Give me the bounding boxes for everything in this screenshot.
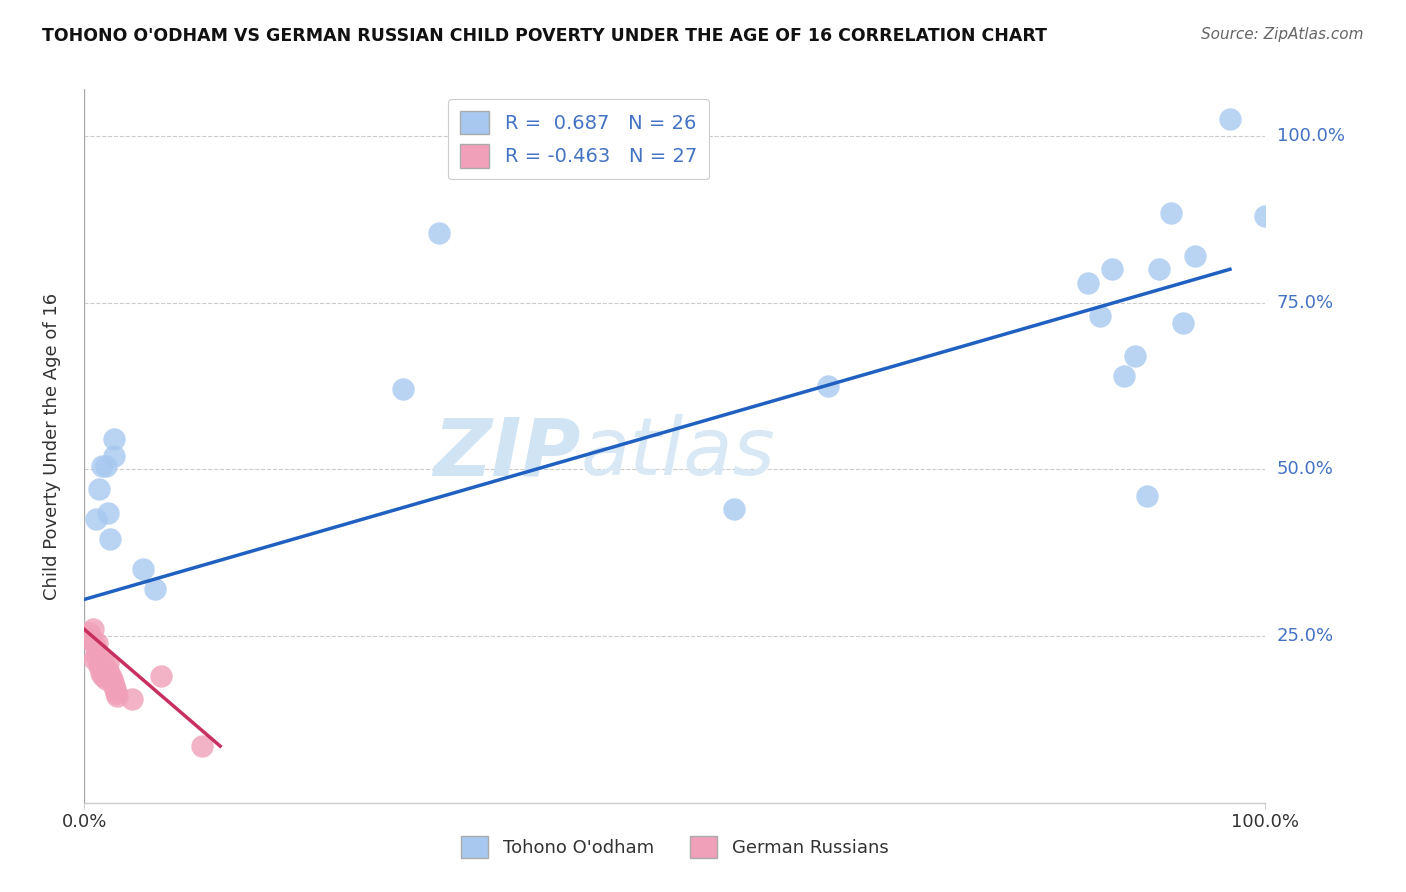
Point: [90, 665, 112, 680]
Point: [1147, 262, 1170, 277]
Text: atlas: atlas: [581, 414, 775, 492]
Point: [143, 582, 166, 597]
Point: [1136, 489, 1159, 503]
Point: [105, 686, 128, 700]
Point: [86, 636, 108, 650]
Point: [97, 656, 120, 670]
Point: [427, 226, 450, 240]
Point: [77, 625, 100, 640]
Point: [84, 639, 107, 653]
Point: [82, 623, 104, 637]
Point: [1219, 112, 1241, 127]
Point: [87, 483, 110, 497]
Point: [1184, 249, 1206, 263]
Point: [1171, 316, 1194, 330]
Legend: Tohono O'odham, German Russians: Tohono O'odham, German Russians: [454, 829, 896, 865]
Point: [1112, 368, 1135, 383]
Point: [1125, 349, 1147, 363]
Point: [101, 675, 124, 690]
Point: [100, 673, 122, 687]
Point: [84, 512, 107, 526]
Text: ZIP: ZIP: [433, 414, 581, 492]
Text: 75.0%: 75.0%: [1277, 293, 1334, 311]
Point: [132, 562, 155, 576]
Point: [94, 673, 117, 687]
Point: [87, 659, 110, 673]
Point: [104, 682, 127, 697]
Point: [91, 458, 114, 473]
Point: [91, 652, 114, 666]
Text: 50.0%: 50.0%: [1277, 460, 1333, 478]
Point: [98, 533, 121, 547]
Point: [84, 649, 107, 664]
Point: [97, 506, 120, 520]
Point: [91, 669, 114, 683]
Text: 25.0%: 25.0%: [1277, 627, 1334, 645]
Point: [83, 652, 105, 666]
Point: [103, 449, 125, 463]
Point: [103, 433, 125, 447]
Point: [107, 689, 129, 703]
Point: [93, 659, 115, 673]
Y-axis label: Child Poverty Under the Age of 16: Child Poverty Under the Age of 16: [42, 293, 60, 599]
Point: [1160, 205, 1182, 219]
Point: [121, 692, 143, 706]
Point: [98, 669, 121, 683]
Point: [1101, 262, 1123, 277]
Text: Source: ZipAtlas.com: Source: ZipAtlas.com: [1201, 27, 1364, 42]
Point: [80, 632, 103, 647]
Point: [98, 665, 121, 680]
Point: [96, 662, 118, 676]
Point: [723, 502, 745, 516]
Point: [1077, 276, 1099, 290]
Point: [1254, 209, 1277, 223]
Point: [94, 458, 117, 473]
Point: [103, 679, 125, 693]
Point: [89, 656, 111, 670]
Point: [1088, 309, 1111, 323]
Text: 100.0%: 100.0%: [1277, 127, 1344, 145]
Text: TOHONO O'ODHAM VS GERMAN RUSSIAN CHILD POVERTY UNDER THE AGE OF 16 CORRELATION C: TOHONO O'ODHAM VS GERMAN RUSSIAN CHILD P…: [42, 27, 1047, 45]
Point: [392, 382, 415, 396]
Point: [150, 669, 173, 683]
Point: [817, 379, 839, 393]
Point: [191, 739, 214, 753]
